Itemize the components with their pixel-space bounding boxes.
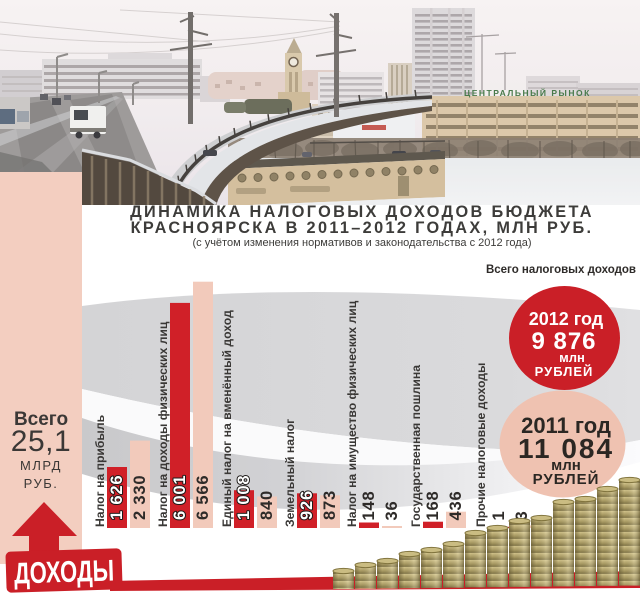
svg-text:Единый налог на вменённый дохо: Единый налог на вменённый доход [220,310,234,527]
svg-text:36: 36 [383,501,401,521]
svg-text:РУБЛЕЙ: РУБЛЕЙ [535,364,594,379]
svg-text:148: 148 [360,491,378,521]
svg-text:11 084: 11 084 [518,433,614,464]
svg-text:Налог на доходы физических лиц: Налог на доходы физических лиц [156,321,170,527]
svg-text:9 876: 9 876 [531,328,596,355]
svg-text:3: 3 [513,511,531,521]
svg-text:млн: млн [551,457,581,474]
svg-text:Налог на имущество физических: Налог на имущество физических лиц [345,300,359,527]
svg-text:Прочие налоговые доходы: Прочие налоговые доходы [474,363,488,527]
svg-text:Налог на прибыль: Налог на прибыль [93,415,107,527]
svg-text:2012 год: 2012 год [529,309,604,329]
svg-text:168: 168 [424,491,442,521]
svg-text:РУБЛЕЙ: РУБЛЕЙ [533,470,600,488]
svg-text:873: 873 [321,490,339,520]
svg-text:926: 926 [298,490,316,520]
svg-text:840: 840 [258,490,276,520]
svg-text:1 008: 1 008 [235,475,253,520]
svg-text:ЦЕНТРАЛЬНЫЙ РЫНОК: ЦЕНТРАЛЬНЫЙ РЫНОК [464,87,591,98]
svg-text:1 626: 1 626 [108,475,126,520]
svg-text:Государственная пошлина: Государственная пошлина [409,365,423,527]
svg-text:2 330: 2 330 [131,475,149,520]
svg-text:ДОХОДЫ: ДОХОДЫ [14,554,115,590]
svg-text:6 566: 6 566 [194,475,212,520]
svg-text:2011 год: 2011 год [521,413,611,438]
svg-text:436: 436 [447,491,465,521]
svg-text:6 001: 6 001 [171,475,189,520]
svg-text:Земельный налог: Земельный налог [283,419,297,527]
svg-text:1: 1 [490,511,508,521]
svg-text:млн: млн [559,350,585,365]
